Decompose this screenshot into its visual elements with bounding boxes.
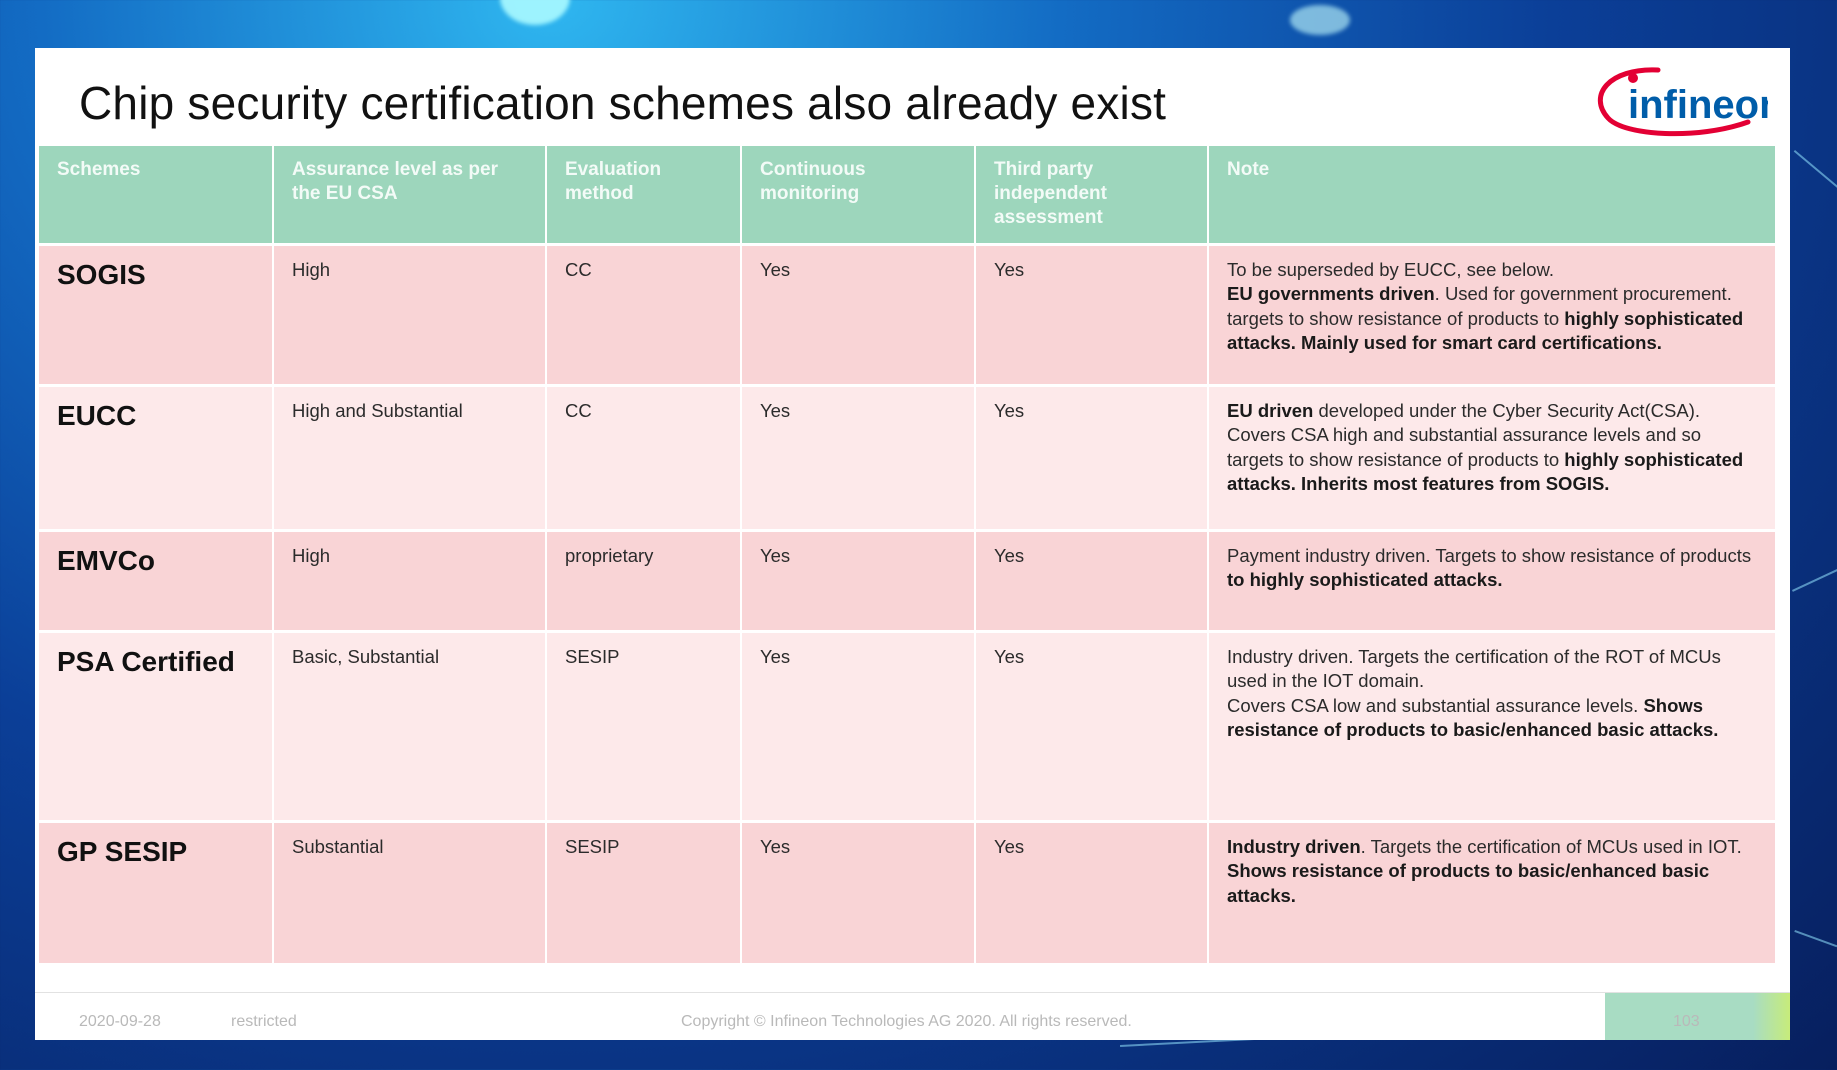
- assurance-level-cell: Basic, Substantial: [272, 629, 546, 821]
- header-continuous-monitoring: Continuous monitoring: [740, 146, 975, 244]
- background-glow: [500, 0, 570, 25]
- third-party-cell: Yes: [974, 383, 1208, 530]
- note-text: developed under the Cyber Security Act(C…: [1227, 399, 1702, 470]
- note-cell: To be superseded by EUCC, see below. EU g…: [1207, 242, 1775, 385]
- header-assurance-level: Assurance level as per the EU CSA: [272, 146, 546, 244]
- third-party-cell: Yes: [974, 242, 1208, 385]
- slide-title: Chip security certification schemes also…: [79, 77, 1167, 129]
- continuous-monitoring-cell: Yes: [740, 242, 975, 385]
- note-cell: Industry driven. Targets the certificati…: [1207, 819, 1775, 963]
- table-row-sogis: SOGIS High CC Yes Yes To be superseded b…: [39, 242, 1775, 385]
- evaluation-method-cell: CC: [545, 383, 741, 530]
- footer-copyright: Copyright © Infineon Technologies AG 202…: [681, 1013, 1132, 1030]
- note-text: Covers CSA low and substantial assurance…: [1227, 694, 1644, 716]
- logo-wordmark: infineon: [1628, 83, 1768, 127]
- header-schemes: Schemes: [39, 146, 273, 244]
- table-row-emvco: EMVCo High proprietary Yes Yes Payment i…: [39, 528, 1775, 631]
- infineon-logo: infineon: [1597, 67, 1768, 137]
- header-note: Note: [1207, 146, 1775, 244]
- table-row-gp-sesip: GP SESIP Substantial SESIP Yes Yes Indus…: [39, 819, 1775, 963]
- note-cell: EU driven developed under the Cyber Secu…: [1207, 383, 1775, 530]
- table-row-eucc: EUCC High and Substantial CC Yes Yes EU …: [39, 383, 1775, 530]
- footer-date: 2020-09-28: [79, 1013, 161, 1030]
- scheme-name: PSA Certified: [39, 629, 273, 821]
- table-header-row: Schemes Assurance level as per the EU CS…: [39, 146, 1775, 244]
- note-cell: Payment industry driven. Targets to show…: [1207, 528, 1775, 631]
- evaluation-method-cell: CC: [545, 242, 741, 385]
- scheme-name: GP SESIP: [39, 819, 273, 963]
- note-bold-text: Industry driven: [1227, 835, 1361, 857]
- page-number: 103: [1673, 1013, 1700, 1030]
- note-bold-text: Shows resistance of products to basic/en…: [1227, 694, 1719, 741]
- note-bold-text: to highly sophisticated attacks.: [1227, 569, 1503, 590]
- evaluation-method-cell: proprietary: [545, 528, 741, 631]
- note-bold-text: highly sophisticated attacks. Mainly use…: [1227, 307, 1744, 354]
- background-glow: [1290, 5, 1350, 35]
- note-bold-text: EU governments driven: [1227, 283, 1435, 304]
- note-text: . Used for government procurement. targe…: [1227, 283, 1732, 329]
- evaluation-method-cell: SESIP: [545, 629, 741, 821]
- background-line: [1793, 150, 1837, 197]
- header-third-party-assessment: Third party independent assessment: [974, 146, 1208, 244]
- continuous-monitoring-cell: Yes: [740, 528, 975, 631]
- scheme-name: SOGIS: [39, 242, 273, 385]
- continuous-monitoring-cell: Yes: [740, 383, 975, 530]
- note-bold-text: EU driven: [1227, 399, 1314, 421]
- background-line: [1794, 930, 1837, 948]
- third-party-cell: Yes: [974, 629, 1208, 821]
- note-bold-text: Shows resistance of products to basic/en…: [1227, 860, 1710, 906]
- third-party-cell: Yes: [974, 528, 1208, 631]
- note-text: Industry driven. Targets the certificati…: [1227, 645, 1721, 692]
- footer-classification: restricted: [231, 1013, 297, 1030]
- page-number-box: 103: [1605, 993, 1790, 1040]
- header-evaluation-method: Evaluation method: [545, 146, 741, 244]
- assurance-level-cell: High: [272, 242, 546, 385]
- evaluation-method-cell: SESIP: [545, 819, 741, 963]
- continuous-monitoring-cell: Yes: [740, 629, 975, 821]
- background-line: [1792, 564, 1837, 592]
- note-text: Payment industry driven. Targets to show…: [1227, 544, 1752, 566]
- assurance-level-cell: Substantial: [272, 819, 546, 963]
- slide-footer: 2020-09-28 restricted Copyright © Infine…: [35, 992, 1790, 1040]
- assurance-level-cell: High and Substantial: [272, 383, 546, 530]
- scheme-name: EMVCo: [39, 528, 273, 631]
- third-party-cell: Yes: [974, 819, 1208, 963]
- certification-schemes-table: Schemes Assurance level as per the EU CS…: [39, 146, 1775, 963]
- presentation-slide: Chip security certification schemes also…: [35, 48, 1790, 1040]
- note-text: . Targets the certification of MCUs used…: [1360, 835, 1742, 857]
- assurance-level-cell: High: [272, 528, 546, 631]
- note-cell: Industry driven. Targets the certificati…: [1207, 629, 1775, 821]
- note-text: To be superseded by EUCC, see below.: [1227, 258, 1555, 280]
- note-bold-text: highly sophisticated attacks. Inherits m…: [1227, 448, 1744, 495]
- continuous-monitoring-cell: Yes: [740, 819, 975, 963]
- table-row-psa-certified: PSA Certified Basic, Substantial SESIP Y…: [39, 629, 1775, 821]
- scheme-name: EUCC: [39, 383, 273, 530]
